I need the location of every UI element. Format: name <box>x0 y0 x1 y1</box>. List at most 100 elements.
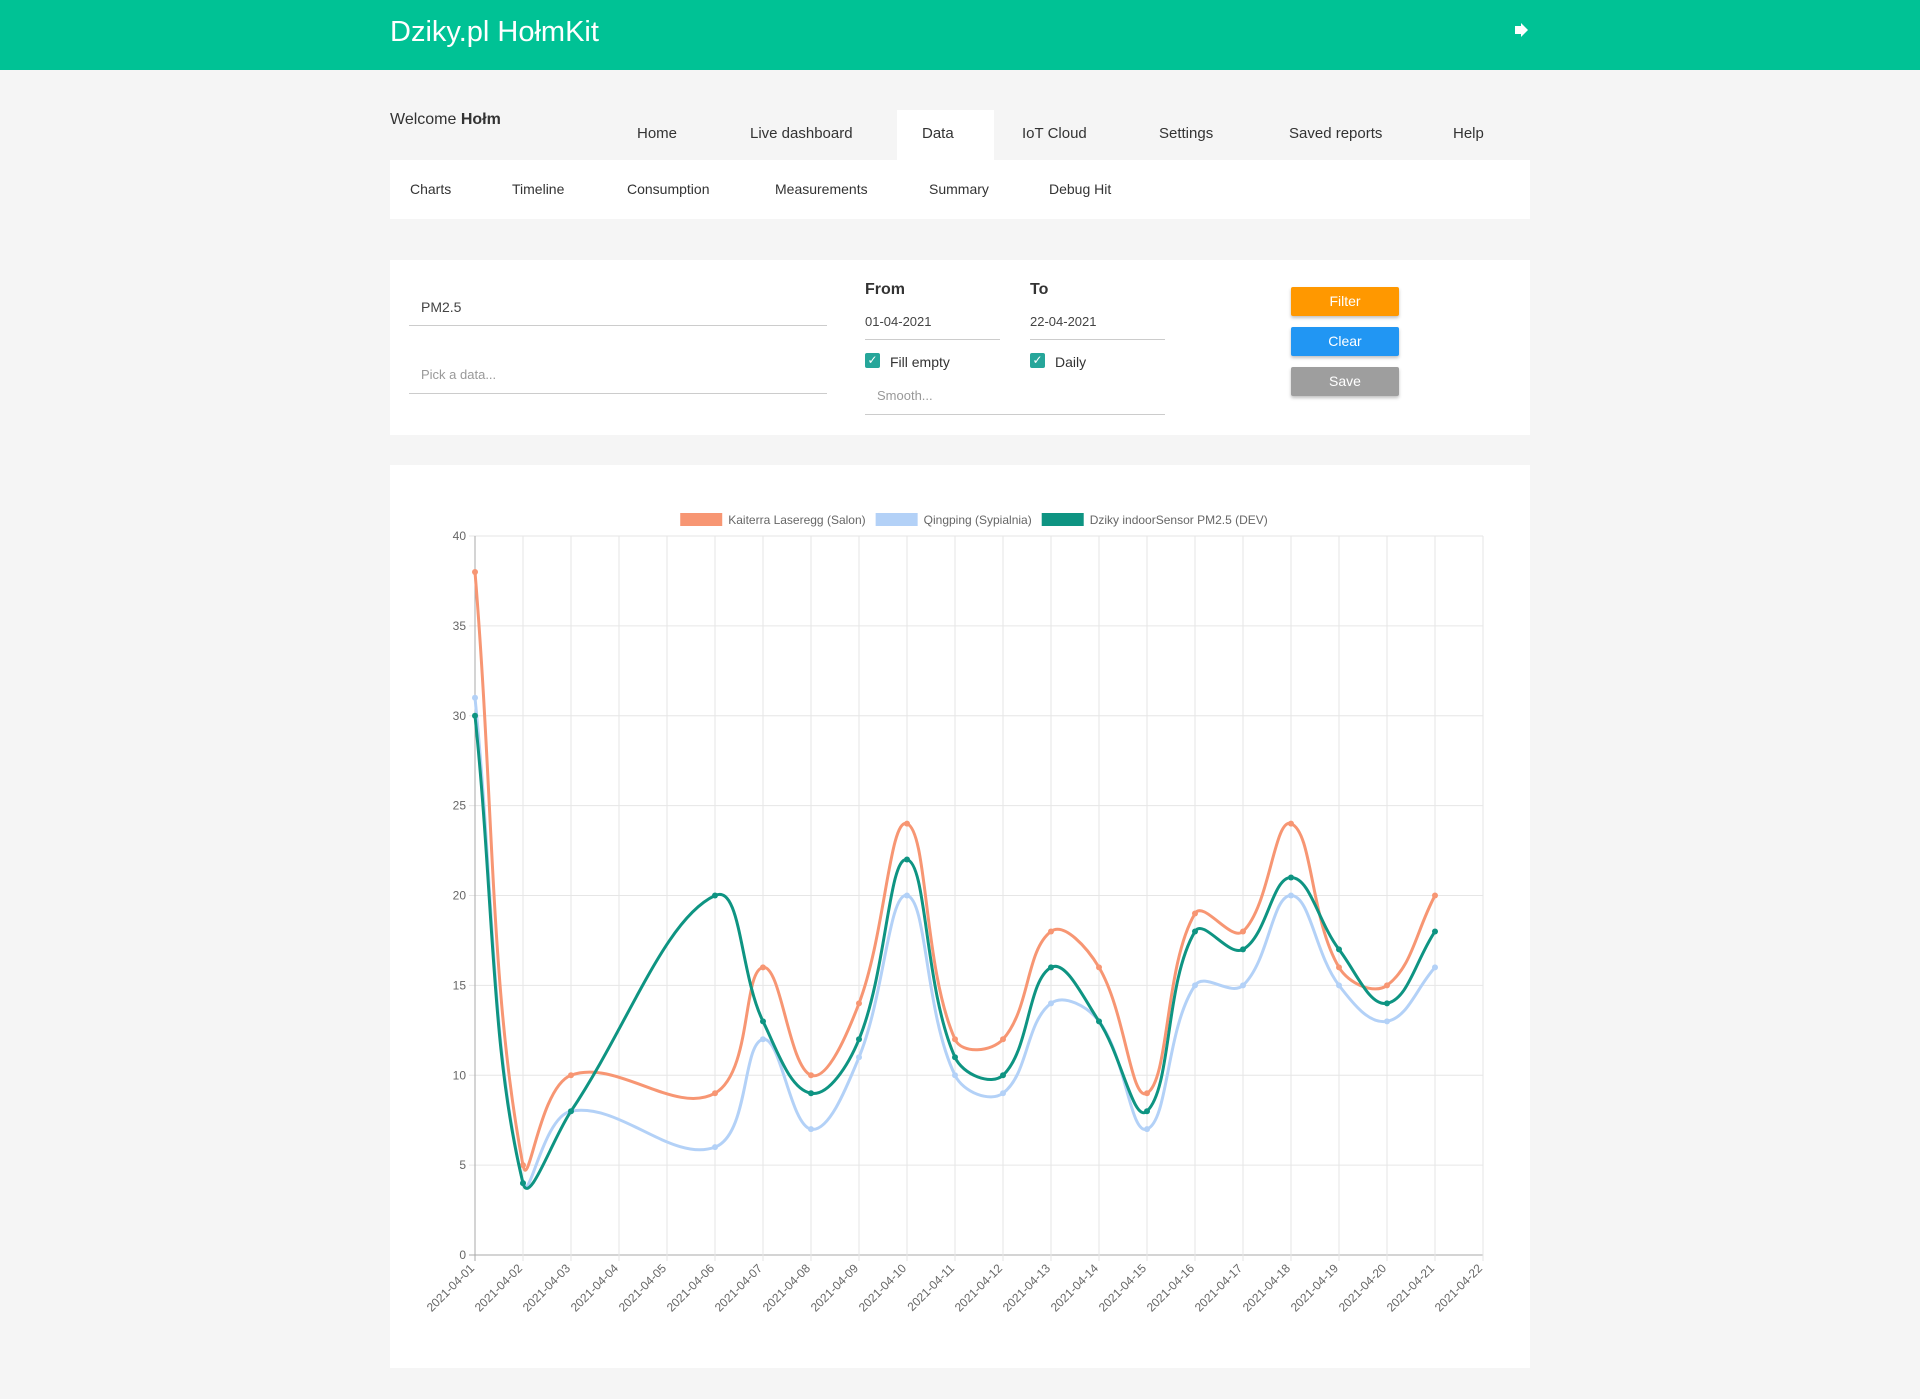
y-tick-label: 20 <box>453 889 467 903</box>
data-point <box>1288 874 1294 881</box>
sensor-select[interactable]: PM2.5 <box>409 299 827 326</box>
nav-tab[interactable]: IoT Cloud <box>1022 125 1087 142</box>
chart-panel: 0 5 10 15 20 25 30 35 40 2021-04-01 2021-04-02 2021… <box>390 465 1530 1368</box>
data-point <box>856 1036 862 1043</box>
data-point <box>1096 964 1102 971</box>
data-point <box>760 964 766 971</box>
fill-empty-checkbox[interactable]: ✓ <box>865 353 880 368</box>
x-tick-label: 2021-04-20 <box>1336 1261 1390 1315</box>
daily-label: Daily <box>1055 354 1087 370</box>
nav-tab[interactable]: Live dashboard <box>750 125 853 142</box>
x-tick-label: 2021-04-18 <box>1240 1261 1294 1315</box>
x-tick-label: 2021-04-11 <box>904 1261 957 1314</box>
to-input[interactable]: 22-04-2021 <box>1030 314 1165 340</box>
x-tick-label: 2021-04-22 <box>1432 1261 1486 1315</box>
data-point <box>808 1126 814 1133</box>
data-point <box>1384 1000 1390 1007</box>
x-tick-label: 2021-04-10 <box>856 1261 910 1315</box>
data-placeholder: Pick a data... <box>421 367 497 382</box>
legend-label: Qingping (Sypialnia) <box>924 513 1032 527</box>
subnav-tab[interactable]: Timeline <box>512 181 565 197</box>
y-tick-label: 25 <box>453 799 467 813</box>
data-point <box>952 1072 958 1079</box>
clear-button[interactable]: Clear <box>1291 327 1399 356</box>
data-point <box>1192 928 1198 935</box>
subnav-tab[interactable]: Charts <box>410 181 452 197</box>
filter-panel: PM2.5 Pick a data... From To 01-04-2021 … <box>390 260 1530 435</box>
chart: 05101520253035402021-04-012021-04-022021… <box>424 513 1486 1315</box>
nav-tab[interactable]: Help <box>1453 125 1484 142</box>
data-point <box>1144 1090 1150 1097</box>
data-point <box>472 694 478 701</box>
data-point <box>952 1036 958 1043</box>
daily-checkbox[interactable]: ✓ <box>1030 353 1045 368</box>
subnav-tab[interactable]: Debug Hit <box>1049 181 1112 197</box>
filter-button[interactable]: Filter <box>1291 287 1399 316</box>
subnav-tab[interactable]: Consumption <box>627 181 710 197</box>
nav-tab[interactable]: Saved reports <box>1289 125 1383 142</box>
data-select[interactable]: Pick a data... <box>409 367 827 394</box>
data-point <box>760 1018 766 1025</box>
data-point <box>1336 982 1342 989</box>
legend-swatch <box>1041 513 1084 526</box>
x-tick-label: 2021-04-05 <box>616 1261 670 1315</box>
data-point <box>1000 1036 1006 1043</box>
data-point <box>520 1180 526 1187</box>
smooth-placeholder: Smooth... <box>877 388 933 403</box>
x-tick-label: 2021-04-07 <box>712 1261 766 1315</box>
data-point <box>1432 928 1438 935</box>
logout-icon[interactable] <box>1514 22 1530 38</box>
y-tick-label: 10 <box>453 1068 467 1082</box>
from-input[interactable]: 01-04-2021 <box>865 314 1000 340</box>
data-point <box>1240 946 1246 953</box>
x-tick-label: 2021-04-19 <box>1288 1261 1342 1315</box>
subnav-tab[interactable]: Measurements <box>775 181 868 197</box>
data-point <box>1336 946 1342 953</box>
data-point <box>1384 1018 1390 1025</box>
x-tick-label: 2021-04-03 <box>520 1261 574 1315</box>
data-point <box>1288 892 1294 899</box>
data-point <box>760 1036 766 1043</box>
data-point <box>712 892 718 899</box>
x-tick-label: 2021-04-21 <box>1384 1261 1438 1315</box>
data-point <box>1336 964 1342 971</box>
x-tick-label: 2021-04-13 <box>1000 1261 1054 1315</box>
data-point <box>1240 982 1246 989</box>
subnav-tab[interactable]: Summary <box>929 181 989 197</box>
x-tick-label: 2021-04-17 <box>1192 1261 1246 1315</box>
welcome-text: Welcome <box>390 111 457 128</box>
x-tick-label: 2021-04-01 <box>424 1261 478 1315</box>
data-point <box>1144 1108 1150 1115</box>
y-tick-label: 0 <box>459 1248 466 1262</box>
nav-tab[interactable]: Home <box>637 125 678 142</box>
nav-tab[interactable]: Data <box>922 125 954 142</box>
smooth-select[interactable]: Smooth... <box>865 388 1165 415</box>
save-button[interactable]: Save <box>1291 367 1399 396</box>
subnav-panel <box>390 160 1530 219</box>
x-tick-label: 2021-04-04 <box>568 1261 622 1315</box>
x-tick-label: 2021-04-15 <box>1096 1261 1150 1315</box>
data-point <box>568 1108 574 1115</box>
nav-tab[interactable]: Settings <box>1159 125 1214 142</box>
x-tick-label: 2021-04-16 <box>1144 1261 1198 1315</box>
data-point <box>1000 1072 1006 1079</box>
data-point <box>568 1072 574 1079</box>
data-point <box>856 1000 862 1007</box>
to-label: To <box>1030 281 1049 298</box>
from-label: From <box>865 281 905 298</box>
series-line <box>473 571 1437 1172</box>
data-point <box>1384 982 1390 989</box>
y-tick-label: 15 <box>453 978 467 992</box>
active-tab <box>897 110 994 160</box>
data-point <box>904 856 910 863</box>
data-point <box>808 1090 814 1097</box>
data-point <box>472 712 478 719</box>
welcome-user: Hołm <box>460 111 501 128</box>
header: Dziky.pl HołmKit <box>0 0 1920 70</box>
data-point <box>1096 1018 1102 1025</box>
data-point <box>1432 892 1438 899</box>
data-point <box>856 1054 862 1061</box>
data-point <box>1000 1090 1006 1097</box>
legend-swatch <box>680 513 723 526</box>
